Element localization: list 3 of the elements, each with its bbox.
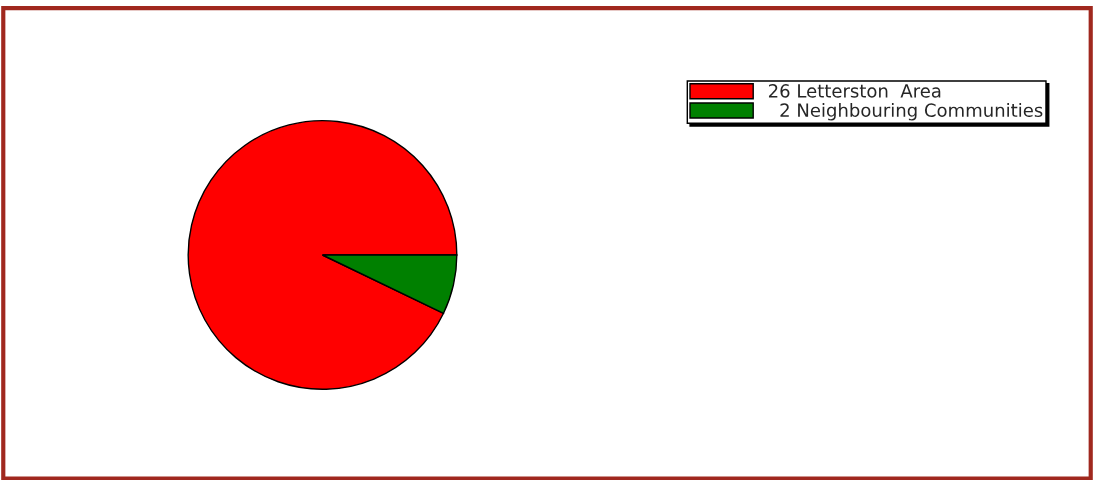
legend-label: 2 Neighbouring Communities (780, 103, 1043, 121)
pie-slice (187, 119, 458, 391)
legend-label: 26 Letterston Area (768, 84, 941, 98)
